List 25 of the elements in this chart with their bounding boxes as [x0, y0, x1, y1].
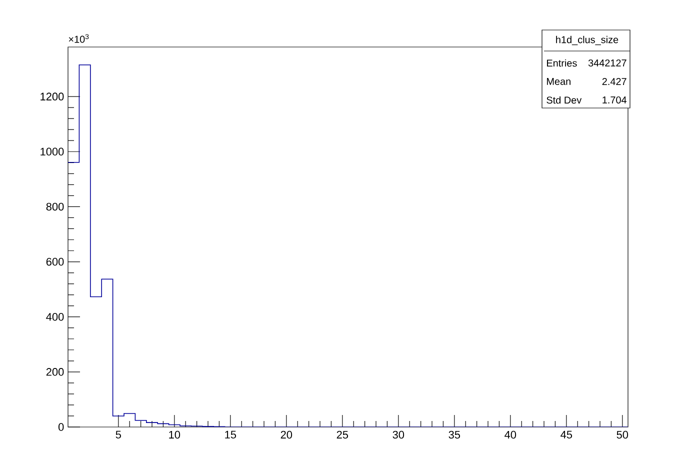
x-tick-label: 5 — [116, 430, 121, 438]
x-tick-label: 15 — [225, 430, 236, 438]
annotation: 1.704 — [602, 96, 627, 104]
annotation: 2.427 — [602, 78, 626, 85]
annotation: Entries — [547, 59, 577, 67]
x-tick-label: 40 — [504, 430, 516, 439]
y-tick-label: 1200 — [40, 92, 64, 100]
x-tick-label: 30 — [392, 430, 404, 439]
x-tick-label: 50 — [616, 430, 628, 439]
y-tick-label: 800 — [46, 202, 64, 211]
text: h1d_clus_size — [556, 36, 618, 46]
x-tick-label: 20 — [280, 430, 292, 439]
y-tick-label: 0 — [58, 423, 64, 431]
x-tick-label: 35 — [448, 430, 460, 439]
annotation: Std Dev — [546, 96, 582, 104]
y-tick-label: 200 — [46, 368, 64, 376]
x-tick-label: 10 — [169, 430, 180, 439]
annotation: Mean — [547, 78, 570, 85]
y-tick-label: 600 — [46, 258, 64, 266]
x-tick-label: 45 — [560, 430, 572, 438]
text: ×10$^{3}$ — [68, 34, 89, 43]
x-tick-label: 25 — [336, 430, 348, 439]
y-tick-label: 400 — [46, 312, 64, 321]
y-tick-label: 1000 — [40, 148, 64, 156]
annotation: 3442127 — [588, 59, 626, 67]
